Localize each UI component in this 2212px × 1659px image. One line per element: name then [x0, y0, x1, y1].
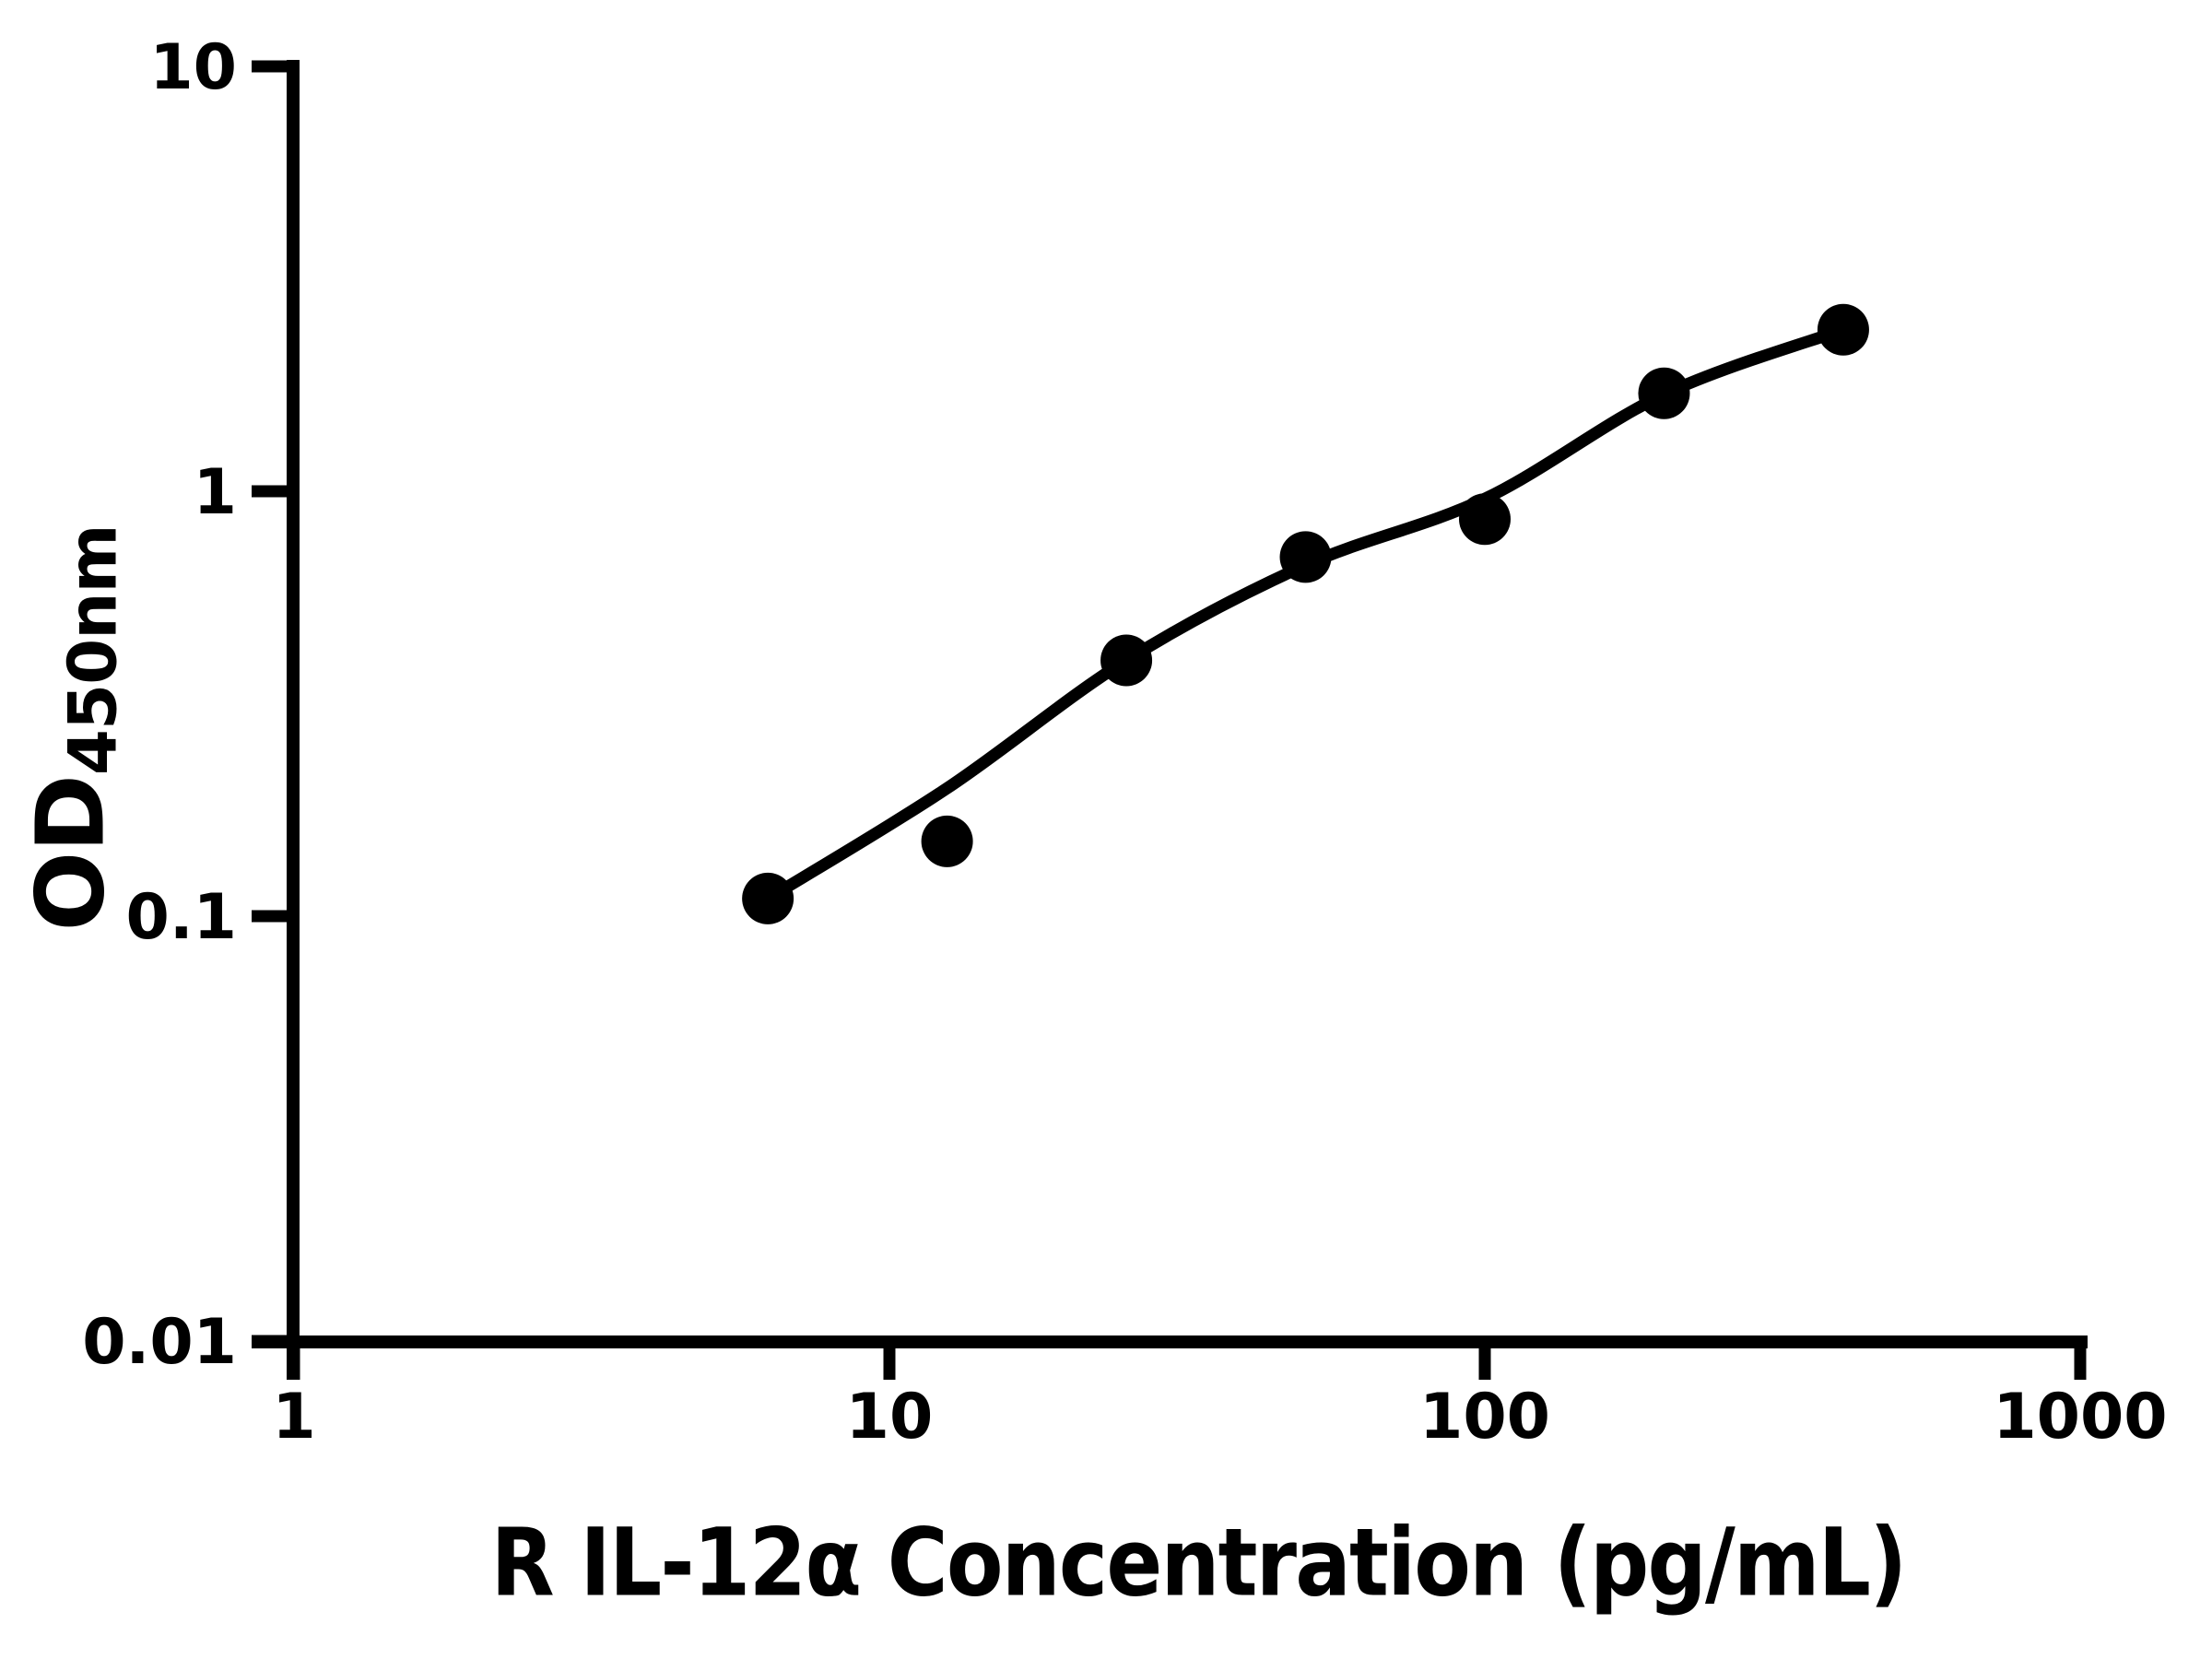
x-tick-label: 1 [272, 1381, 315, 1453]
y-tick-label: 0.1 [126, 881, 237, 954]
y-axis-title: OD450nm [17, 525, 132, 932]
fit-curve [764, 324, 1846, 904]
x-tick-label: 100 [1419, 1381, 1550, 1453]
y-tick-label: 1 [194, 456, 237, 529]
y-tick-label: 0.01 [82, 1306, 237, 1379]
data-point [742, 872, 794, 924]
y-axis-title-main: OD [16, 775, 126, 932]
data-point [1100, 634, 1153, 687]
y-axis-title-subscript: 450nm [53, 524, 132, 776]
data-point [1817, 303, 1869, 356]
x-tick-label: 10 [846, 1381, 934, 1453]
y-tick-label: 10 [149, 31, 237, 104]
x-axis-title: R IL-12α Concentration (pg/mL) [490, 1508, 1908, 1618]
data-point [1638, 367, 1690, 419]
data-point [1279, 531, 1332, 583]
data-point [1459, 493, 1511, 546]
x-tick-label: 1000 [1993, 1381, 2167, 1453]
data-point [921, 815, 973, 867]
